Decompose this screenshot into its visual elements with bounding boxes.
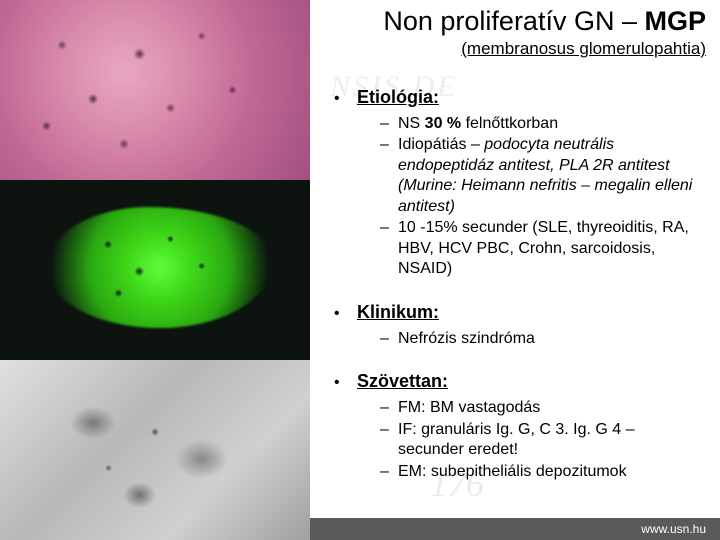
title-block: Non proliferatív GN – MGP (membranosus g… — [310, 0, 720, 63]
body-content: • Etiológia: NS 30 % felnőttkorban Idiop… — [310, 63, 720, 540]
sub-list: NS 30 % felnőttkorban Idiopátiás – podoc… — [334, 114, 702, 280]
list-item: 10 -15% secunder (SLE, thyreoiditis, RA,… — [380, 218, 702, 279]
item-bold: 30 % — [425, 115, 461, 132]
section-szovettan: • Szövettan: FM: BM vastagodás IF: granu… — [334, 371, 702, 482]
list-item: FM: BM vastagodás — [380, 398, 702, 418]
histology-image-em — [0, 360, 310, 540]
slide: NSIS DE 176 Non proliferatív GN – MGP (m… — [0, 0, 720, 540]
image-column — [0, 0, 310, 540]
section-title: Etiológia: — [357, 87, 439, 108]
section-klinikum: • Klinikum: Nefrózis szindróma — [334, 302, 702, 349]
page-title: Non proliferatív GN – MGP — [324, 6, 706, 37]
section-head: • Szövettan: — [334, 371, 702, 392]
title-bold: MGP — [644, 6, 706, 36]
histology-image-if — [0, 180, 310, 360]
list-item: NS 30 % felnőttkorban — [380, 114, 702, 134]
item-text: FM: BM vastagodás — [398, 399, 540, 416]
section-title: Szövettan: — [357, 371, 448, 392]
item-text: 10 -15% secunder (SLE, thyreoiditis, RA,… — [398, 219, 689, 277]
item-prefix: NS — [398, 115, 425, 132]
bullet-icon: • — [334, 91, 339, 107]
section-head: • Klinikum: — [334, 302, 702, 323]
sub-list: FM: BM vastagodás IF: granuláris Ig. G, … — [334, 398, 702, 482]
section-title: Klinikum: — [357, 302, 439, 323]
histology-image-he — [0, 0, 310, 180]
section-head: • Etiológia: — [334, 87, 702, 108]
item-text: IF: granuláris Ig. G, C 3. Ig. G 4 – sec… — [398, 421, 635, 458]
bullet-icon: • — [334, 306, 339, 322]
item-suffix: felnőttkorban — [461, 115, 558, 132]
title-prefix: Non proliferatív GN – — [383, 6, 644, 36]
page-subtitle: (membranosus glomerulopahtia) — [324, 39, 706, 59]
list-item: Idiopátiás – podocyta neutrális endopept… — [380, 135, 702, 217]
list-item: IF: granuláris Ig. G, C 3. Ig. G 4 – sec… — [380, 420, 702, 461]
bullet-icon: • — [334, 375, 339, 391]
item-text: EM: subepitheliális depozitumok — [398, 463, 627, 480]
item-text: Nefrózis szindróma — [398, 330, 535, 347]
content-area: Non proliferatív GN – MGP (membranosus g… — [310, 0, 720, 540]
sub-list: Nefrózis szindróma — [334, 329, 702, 349]
section-etiologia: • Etiológia: NS 30 % felnőttkorban Idiop… — [334, 87, 702, 280]
item-text: Idiopátiás – — [398, 136, 484, 153]
list-item: EM: subepitheliális depozitumok — [380, 462, 702, 482]
list-item: Nefrózis szindróma — [380, 329, 702, 349]
